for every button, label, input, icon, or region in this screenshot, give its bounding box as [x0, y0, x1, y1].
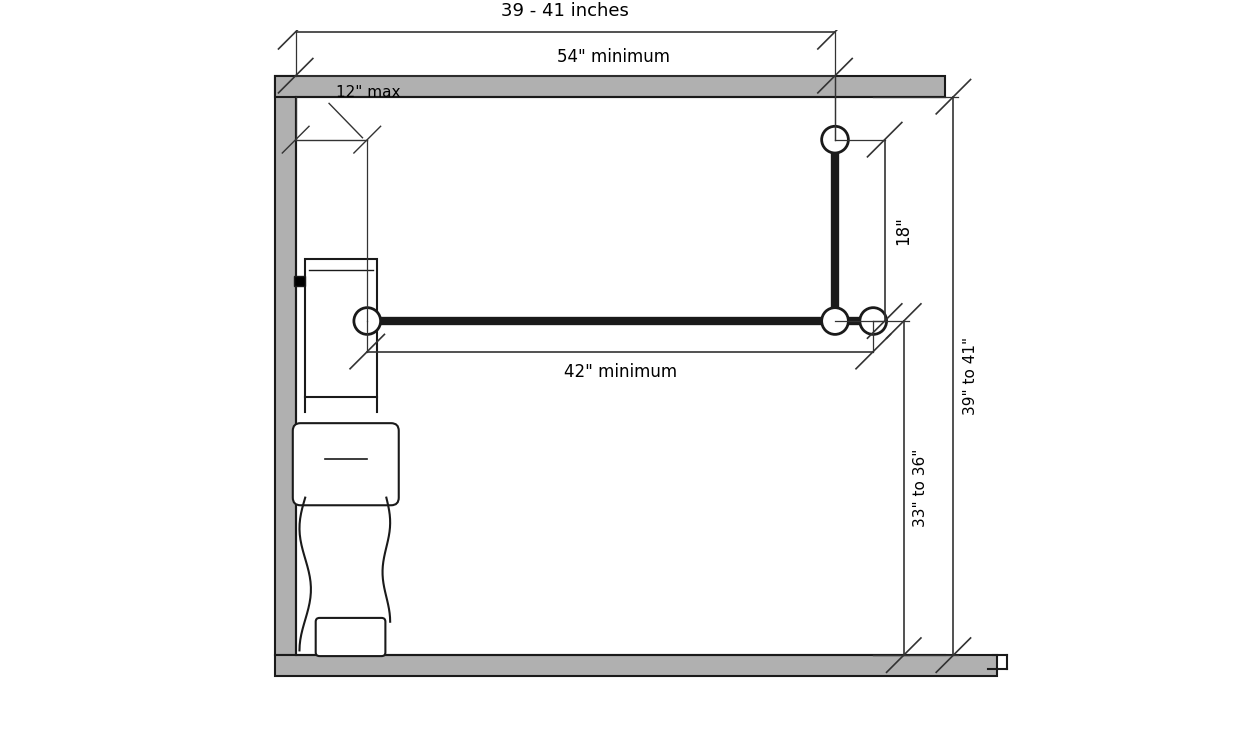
Text: 54" minimum: 54" minimum	[556, 48, 670, 66]
Bar	[305, 259, 376, 398]
Circle shape	[821, 126, 849, 153]
Bar	[275, 656, 998, 676]
Bar	[294, 276, 305, 286]
FancyBboxPatch shape	[292, 423, 399, 506]
Text: 42" minimum: 42" minimum	[564, 363, 676, 381]
Circle shape	[821, 308, 849, 334]
Text: 39" to 41": 39" to 41"	[962, 337, 978, 415]
Text: 18": 18"	[894, 216, 912, 244]
Text: 39 - 41 inches: 39 - 41 inches	[501, 2, 629, 20]
Text: 33" to 36": 33" to 36"	[914, 449, 929, 527]
Bar	[275, 76, 945, 97]
Circle shape	[354, 308, 380, 334]
Text: 12" max: 12" max	[336, 85, 400, 100]
Circle shape	[860, 308, 886, 334]
FancyBboxPatch shape	[316, 618, 385, 656]
Bar	[275, 76, 296, 656]
